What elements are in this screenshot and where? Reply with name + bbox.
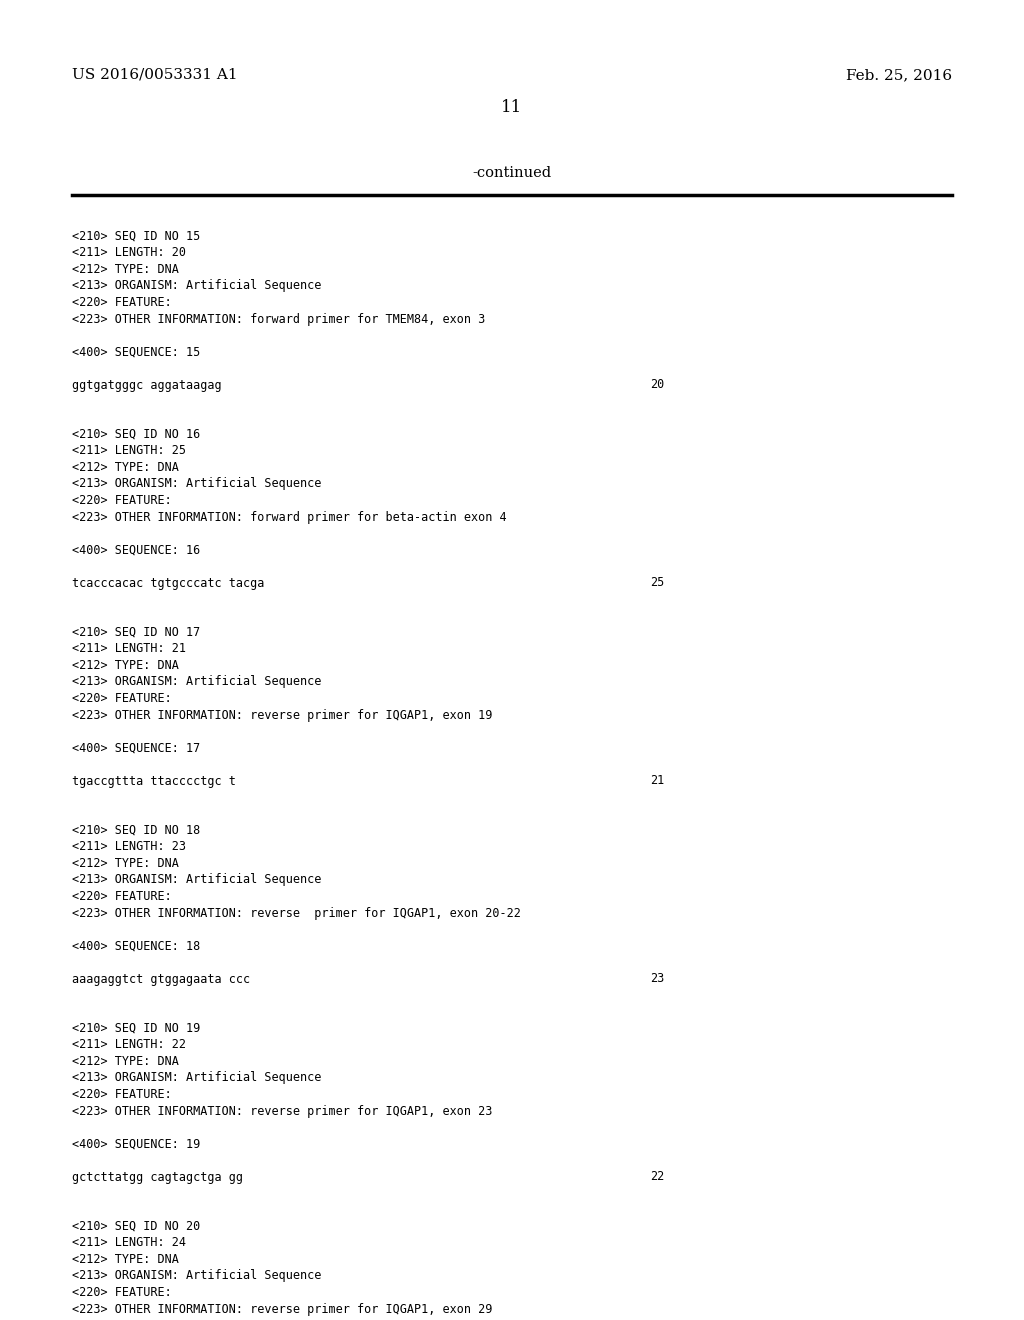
Text: <223> OTHER INFORMATION: forward primer for TMEM84, exon 3: <223> OTHER INFORMATION: forward primer …: [72, 313, 485, 326]
Text: <210> SEQ ID NO 18: <210> SEQ ID NO 18: [72, 824, 201, 837]
Text: 25: 25: [650, 577, 665, 590]
Text: tgaccgttta ttacccctgc t: tgaccgttta ttacccctgc t: [72, 775, 236, 788]
Text: <213> ORGANISM: Artificial Sequence: <213> ORGANISM: Artificial Sequence: [72, 1072, 322, 1085]
Text: <213> ORGANISM: Artificial Sequence: <213> ORGANISM: Artificial Sequence: [72, 280, 322, 293]
Text: <400> SEQUENCE: 17: <400> SEQUENCE: 17: [72, 742, 201, 755]
Text: <400> SEQUENCE: 19: <400> SEQUENCE: 19: [72, 1138, 201, 1151]
Text: -continued: -continued: [472, 166, 552, 180]
Text: <211> LENGTH: 21: <211> LENGTH: 21: [72, 643, 186, 656]
Text: <400> SEQUENCE: 16: <400> SEQUENCE: 16: [72, 544, 201, 557]
Text: <213> ORGANISM: Artificial Sequence: <213> ORGANISM: Artificial Sequence: [72, 874, 322, 887]
Text: <220> FEATURE:: <220> FEATURE:: [72, 296, 172, 309]
Text: <220> FEATURE:: <220> FEATURE:: [72, 1088, 172, 1101]
Text: tcacccacac tgtgcccatc tacga: tcacccacac tgtgcccatc tacga: [72, 577, 264, 590]
Text: <212> TYPE: DNA: <212> TYPE: DNA: [72, 1055, 179, 1068]
Text: <211> LENGTH: 20: <211> LENGTH: 20: [72, 247, 186, 260]
Text: <212> TYPE: DNA: <212> TYPE: DNA: [72, 1253, 179, 1266]
Text: 21: 21: [650, 775, 665, 788]
Text: <211> LENGTH: 22: <211> LENGTH: 22: [72, 1039, 186, 1052]
Text: <210> SEQ ID NO 20: <210> SEQ ID NO 20: [72, 1220, 201, 1233]
Text: <223> OTHER INFORMATION: reverse primer for IQGAP1, exon 19: <223> OTHER INFORMATION: reverse primer …: [72, 709, 493, 722]
Text: <220> FEATURE:: <220> FEATURE:: [72, 890, 172, 903]
Text: 22: 22: [650, 1171, 665, 1184]
Text: <220> FEATURE:: <220> FEATURE:: [72, 692, 172, 705]
Text: <223> OTHER INFORMATION: reverse  primer for IQGAP1, exon 20-22: <223> OTHER INFORMATION: reverse primer …: [72, 907, 521, 920]
Text: <400> SEQUENCE: 18: <400> SEQUENCE: 18: [72, 940, 201, 953]
Text: <211> LENGTH: 24: <211> LENGTH: 24: [72, 1237, 186, 1250]
Text: 20: 20: [650, 379, 665, 392]
Text: <223> OTHER INFORMATION: reverse primer for IQGAP1, exon 29: <223> OTHER INFORMATION: reverse primer …: [72, 1303, 493, 1316]
Text: <400> SEQUENCE: 15: <400> SEQUENCE: 15: [72, 346, 201, 359]
Text: <210> SEQ ID NO 19: <210> SEQ ID NO 19: [72, 1022, 201, 1035]
Text: <210> SEQ ID NO 16: <210> SEQ ID NO 16: [72, 428, 201, 441]
Text: <213> ORGANISM: Artificial Sequence: <213> ORGANISM: Artificial Sequence: [72, 1270, 322, 1283]
Text: <212> TYPE: DNA: <212> TYPE: DNA: [72, 857, 179, 870]
Text: <212> TYPE: DNA: <212> TYPE: DNA: [72, 263, 179, 276]
Text: <220> FEATURE:: <220> FEATURE:: [72, 494, 172, 507]
Text: <213> ORGANISM: Artificial Sequence: <213> ORGANISM: Artificial Sequence: [72, 478, 322, 491]
Text: gctcttatgg cagtagctga gg: gctcttatgg cagtagctga gg: [72, 1171, 243, 1184]
Text: 11: 11: [502, 99, 522, 116]
Text: <211> LENGTH: 25: <211> LENGTH: 25: [72, 445, 186, 458]
Text: <210> SEQ ID NO 15: <210> SEQ ID NO 15: [72, 230, 201, 243]
Text: <220> FEATURE:: <220> FEATURE:: [72, 1286, 172, 1299]
Text: <210> SEQ ID NO 17: <210> SEQ ID NO 17: [72, 626, 201, 639]
Text: <212> TYPE: DNA: <212> TYPE: DNA: [72, 461, 179, 474]
Text: <223> OTHER INFORMATION: forward primer for beta-actin exon 4: <223> OTHER INFORMATION: forward primer …: [72, 511, 507, 524]
Text: <213> ORGANISM: Artificial Sequence: <213> ORGANISM: Artificial Sequence: [72, 676, 322, 689]
Text: <211> LENGTH: 23: <211> LENGTH: 23: [72, 841, 186, 854]
Text: US 2016/0053331 A1: US 2016/0053331 A1: [72, 69, 238, 82]
Text: aaagaggtct gtggagaata ccc: aaagaggtct gtggagaata ccc: [72, 973, 250, 986]
Text: 23: 23: [650, 973, 665, 986]
Text: <212> TYPE: DNA: <212> TYPE: DNA: [72, 659, 179, 672]
Text: <223> OTHER INFORMATION: reverse primer for IQGAP1, exon 23: <223> OTHER INFORMATION: reverse primer …: [72, 1105, 493, 1118]
Text: ggtgatgggc aggataagag: ggtgatgggc aggataagag: [72, 379, 221, 392]
Text: Feb. 25, 2016: Feb. 25, 2016: [846, 69, 952, 82]
